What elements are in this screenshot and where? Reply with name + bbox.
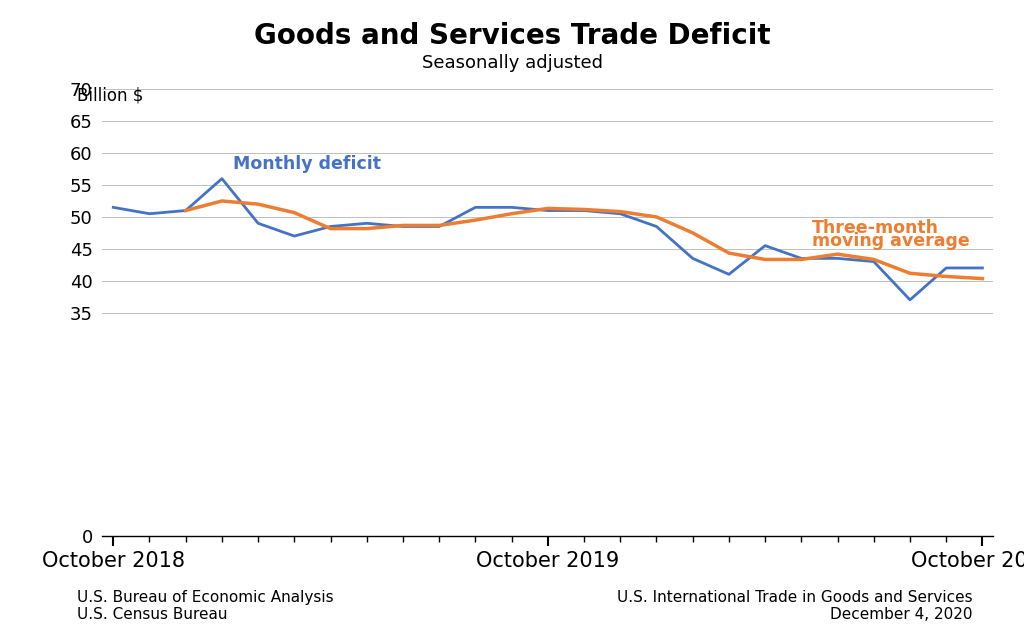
Text: Goods and Services Trade Deficit: Goods and Services Trade Deficit bbox=[254, 22, 770, 50]
Text: Three-month: Three-month bbox=[812, 219, 939, 237]
Text: U.S. International Trade in Goods and Services
December 4, 2020: U.S. International Trade in Goods and Se… bbox=[617, 590, 973, 622]
Text: moving average: moving average bbox=[812, 232, 970, 249]
Text: Monthly deficit: Monthly deficit bbox=[232, 155, 381, 173]
Text: U.S. Bureau of Economic Analysis
U.S. Census Bureau: U.S. Bureau of Economic Analysis U.S. Ce… bbox=[77, 590, 334, 622]
Text: Billion $: Billion $ bbox=[77, 86, 143, 104]
Text: Seasonally adjusted: Seasonally adjusted bbox=[422, 54, 602, 72]
